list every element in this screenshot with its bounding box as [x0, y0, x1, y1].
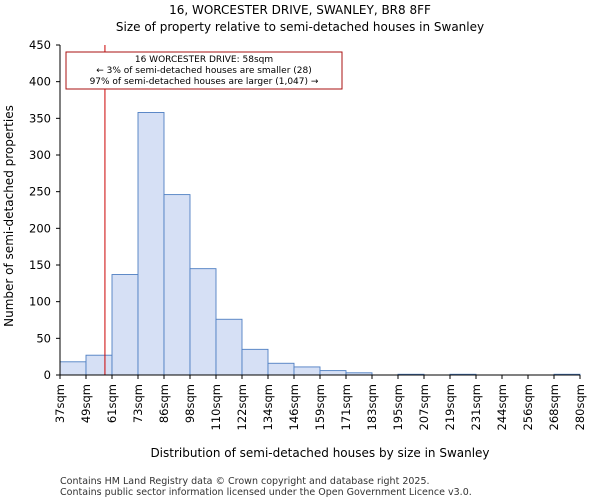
bar-159sqm: [319, 370, 347, 376]
x-tick-label: 110sqm: [209, 384, 223, 430]
bar-98sqm: [189, 268, 217, 376]
x-tick-label: 61sqm: [105, 384, 119, 423]
annotation-line-1: 16 WORCESTER DRIVE: 58sqm: [135, 55, 273, 65]
x-tick-label: 183sqm: [365, 384, 379, 430]
x-tick-label: 134sqm: [261, 384, 275, 430]
x-tick-label: 195sqm: [391, 384, 405, 430]
x-tick-label: 37sqm: [53, 384, 67, 423]
y-tick-label: 50: [36, 331, 51, 345]
bar-49sqm: [85, 354, 113, 376]
x-tick-label: 244sqm: [495, 384, 509, 430]
annotation-line-3: 97% of semi-detached houses are larger (…: [90, 77, 319, 87]
bar-37sqm: [59, 361, 87, 376]
x-tick-label: 122sqm: [235, 384, 249, 430]
y-tick-label: 200: [29, 221, 51, 235]
y-tick-label: 150: [29, 258, 51, 272]
x-tick-label: 268sqm: [547, 384, 561, 430]
footer-line-1: Contains HM Land Registry data © Crown c…: [60, 476, 430, 487]
bar-146sqm: [293, 366, 321, 376]
bar-73sqm: [137, 112, 165, 376]
x-tick-label: 49sqm: [79, 384, 93, 423]
x-tick-label: 171sqm: [339, 384, 353, 430]
chart-title: 16, WORCESTER DRIVE, SWANLEY, BR8 8FF: [169, 3, 431, 17]
chart-subtitle: Size of property relative to semi-detach…: [116, 20, 484, 34]
annotation-line-2: ← 3% of semi-detached houses are smaller…: [96, 66, 312, 76]
x-axis-ticks: 37sqm 49sqm 61sqm 73sqm 86sqm 98sqm 110sqm 122s…: [53, 375, 587, 430]
footer-line-2: Contains public sector information licen…: [60, 487, 472, 498]
bars-group: [59, 112, 581, 376]
y-tick-label: 250: [29, 185, 51, 199]
y-tick-label: 300: [29, 148, 51, 162]
bar-122sqm: [241, 348, 269, 376]
annotation-box: [65, 51, 343, 90]
bar-110sqm: [215, 318, 243, 376]
y-axis-label: Number of semi-detached properties: [2, 105, 16, 327]
x-tick-label: 73sqm: [131, 384, 145, 423]
x-tick-label: 159sqm: [313, 384, 327, 430]
y-axis-ticks: 0 50 100 150 200 250 300 350 400 450: [29, 38, 60, 382]
x-tick-label: 86sqm: [157, 384, 171, 423]
x-tick-label: 280sqm: [573, 384, 587, 430]
x-axis-label: Distribution of semi-detached houses by …: [150, 446, 489, 460]
x-tick-label: 146sqm: [287, 384, 301, 430]
bar-134sqm: [267, 362, 295, 376]
bar-86sqm: [163, 194, 191, 376]
y-tick-label: 450: [29, 38, 51, 52]
x-tick-label: 98sqm: [183, 384, 197, 423]
y-tick-label: 350: [29, 111, 51, 125]
x-tick-label: 219sqm: [443, 384, 457, 430]
bar-61sqm: [111, 274, 139, 376]
y-tick-label: 100: [29, 295, 51, 309]
x-tick-label: 231sqm: [469, 384, 483, 430]
x-tick-label: 207sqm: [417, 384, 431, 430]
y-tick-label: 400: [29, 75, 51, 89]
y-tick-label: 0: [44, 368, 51, 382]
x-tick-label: 256sqm: [521, 384, 535, 430]
